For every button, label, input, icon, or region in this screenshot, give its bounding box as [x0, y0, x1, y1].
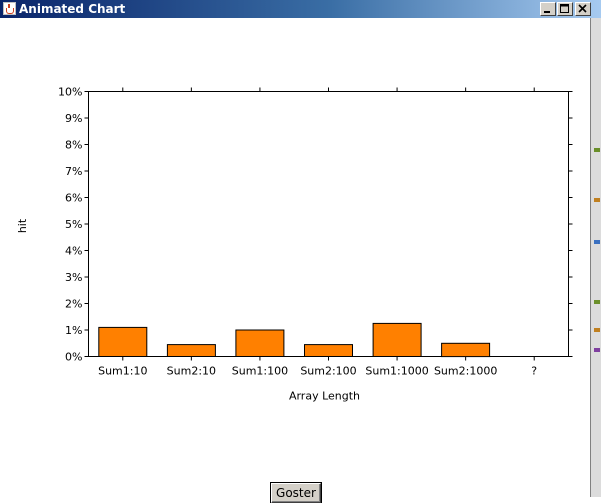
- java-icon: [3, 2, 16, 15]
- close-icon: [578, 4, 587, 13]
- x-tick-label: Sum2:1000: [434, 365, 497, 378]
- y-tick-label: 0%: [65, 351, 82, 364]
- minimize-icon: [544, 11, 550, 13]
- plot-area: [88, 91, 569, 357]
- title-bar[interactable]: Animated Chart: [0, 0, 601, 18]
- goster-button[interactable]: Goster: [270, 482, 322, 503]
- x-axis-title: Array Length: [289, 390, 360, 403]
- y-tick-label: 3%: [65, 271, 82, 284]
- minimize-button[interactable]: [540, 2, 556, 16]
- bar: [441, 342, 491, 358]
- background-window-edge: [590, 18, 601, 497]
- x-tick-label: Sum2:100: [300, 365, 356, 378]
- x-tick-label: Sum2:10: [167, 365, 216, 378]
- x-tick-label: Sum1:10: [98, 365, 147, 378]
- y-tick-label: 8%: [65, 139, 82, 152]
- y-tick-label: 7%: [65, 165, 82, 178]
- chart-panel: 0% 1% 2% 3% 4% 5% 6% 7% 8% 9% 10% Sum1:10 Sum2:10 Sum…: [0, 18, 590, 503]
- bar: [304, 344, 353, 358]
- bar: [372, 322, 422, 357]
- y-tick-label: 4%: [65, 245, 82, 258]
- y-tick-label: 10%: [58, 86, 82, 99]
- y-tick-label: 5%: [65, 218, 82, 231]
- maximize-icon: [560, 4, 569, 13]
- bar: [98, 326, 148, 357]
- bar-chart: 0% 1% 2% 3% 4% 5% 6% 7% 8% 9% 10% Sum1:10 Sum2:10 Sum…: [16, 86, 573, 403]
- y-tick-label: 1%: [65, 324, 82, 337]
- y-tick-label: 2%: [65, 298, 82, 311]
- bar: [166, 344, 216, 358]
- x-tick-label: Sum1:1000: [365, 365, 428, 378]
- window-title: Animated Chart: [19, 2, 126, 16]
- y-tick-label: 9%: [65, 112, 82, 125]
- y-axis-title: hit: [16, 218, 29, 233]
- bar: [235, 329, 285, 357]
- maximize-button[interactable]: [557, 2, 573, 16]
- close-button[interactable]: [575, 2, 591, 16]
- y-tick-label: 6%: [65, 192, 82, 205]
- x-tick-label: ?: [531, 365, 537, 378]
- x-tick-label: Sum1:100: [232, 365, 288, 378]
